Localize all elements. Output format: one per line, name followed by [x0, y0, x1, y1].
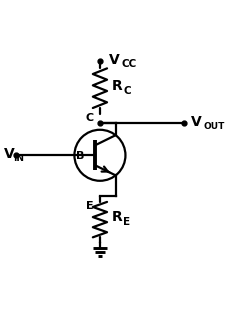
Text: E: E: [85, 201, 93, 211]
Text: V: V: [190, 115, 201, 129]
Text: R: R: [111, 210, 122, 224]
Text: C: C: [123, 86, 130, 96]
Text: E: E: [123, 217, 130, 227]
Text: CC: CC: [120, 59, 136, 69]
Text: C: C: [85, 113, 93, 123]
Text: R: R: [111, 78, 122, 93]
Text: IN: IN: [13, 154, 24, 163]
Text: B: B: [76, 152, 84, 161]
Text: V: V: [108, 53, 119, 67]
Text: V: V: [4, 147, 14, 161]
Text: OUT: OUT: [202, 122, 224, 131]
